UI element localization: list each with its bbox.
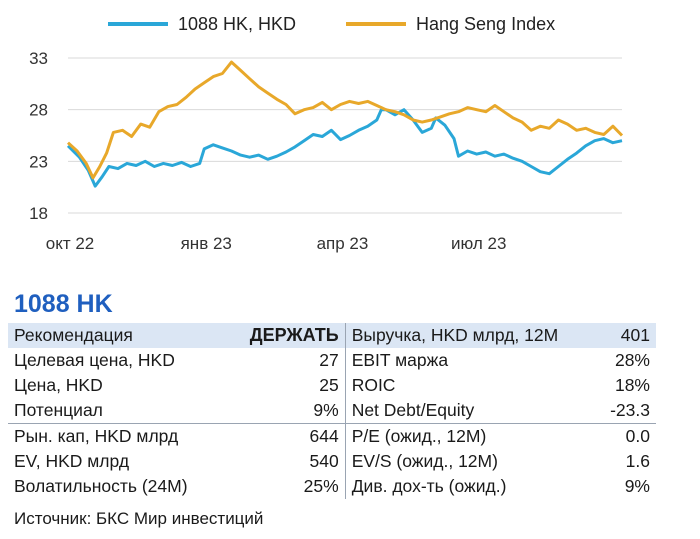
metric-value: 9% xyxy=(313,400,339,420)
metric-label: Волатильность (24M) xyxy=(14,476,188,496)
metric-value: 9% xyxy=(624,476,650,496)
metric-label: Net Debt/Equity xyxy=(344,398,580,424)
metric-label: ROIC xyxy=(344,373,580,398)
table-row: Потенциал 9% Net Debt/Equity -23.3 xyxy=(8,398,656,424)
metrics-table: Рекомендация ДЕРЖАТЬ Выручка, HKD млрд, 12… xyxy=(8,323,656,499)
metric-value: 25 xyxy=(319,375,339,395)
legend-label: 1088 HK, HKD xyxy=(178,14,296,34)
metric-value: ДЕРЖАТЬ xyxy=(223,323,346,348)
metric-label: P/E (ожид., 12M) xyxy=(344,423,580,449)
metric-label: Цена, HKD xyxy=(14,375,103,395)
metric-value: 540 xyxy=(309,451,339,471)
x-tick-label: окт 22 xyxy=(46,234,95,253)
legend-label: Hang Seng Index xyxy=(416,14,555,34)
metric-value: 25% xyxy=(303,476,339,496)
metric-label: Потенциал xyxy=(14,400,103,420)
table-row: EV, HKD млрд 540 EV/S (ожид., 12M) 1.6 xyxy=(8,449,656,474)
y-tick-label: 33 xyxy=(29,49,48,68)
table-row: Волатильность (24M) 25% Див. дох-ть (ожид.… xyxy=(8,474,656,499)
metric-label: Див. дох-ть (ожид.) xyxy=(344,474,580,499)
metric-label: EV/S (ожид., 12M) xyxy=(344,449,580,474)
metric-value: 401 xyxy=(579,323,656,348)
metric-label: Рын. кап, HKD млрд xyxy=(8,423,224,449)
y-tick-label: 18 xyxy=(29,204,48,223)
source-note: Источник: БКС Мир инвестиций xyxy=(14,509,264,528)
metric-value: 0.0 xyxy=(579,423,656,449)
x-tick-label: апр 23 xyxy=(317,234,369,253)
x-tick-label: июл 23 xyxy=(451,234,506,253)
metric-label: EBIT маржа xyxy=(344,348,580,373)
metric-value: 28% xyxy=(614,350,650,370)
y-tick-label: 23 xyxy=(29,152,48,171)
metric-label: Целевая цена, HKD xyxy=(14,350,175,370)
table-row: Цена, HKD 25 ROIC 18% xyxy=(8,373,656,398)
table-row: Целевая цена, HKD 27 EBIT маржа 28% xyxy=(8,348,656,373)
table-row: Рын. кап, HKD млрд 644 P/E (ожид., 12M) 0.0 xyxy=(8,423,656,449)
table-row: Рекомендация ДЕРЖАТЬ Выручка, HKD млрд, 12… xyxy=(8,323,656,348)
metric-value: -23.3 xyxy=(610,400,650,420)
metric-label: Рекомендация xyxy=(8,323,224,348)
metric-value: 644 xyxy=(223,423,346,449)
metric-value: 27 xyxy=(319,350,339,370)
metric-value: 1.6 xyxy=(625,451,650,471)
metric-value: 18% xyxy=(614,375,650,395)
ticker-title: 1088 HK xyxy=(14,290,113,318)
series-line xyxy=(66,108,623,188)
series-line xyxy=(66,60,624,180)
metric-label: EV, HKD млрд xyxy=(14,451,130,471)
metric-label: Выручка, HKD млрд, 12M xyxy=(344,323,580,348)
x-tick-label: янв 23 xyxy=(181,234,232,253)
y-tick-label: 28 xyxy=(29,101,48,120)
price-chart: 18 23 28 33 окт 22 янв 23 апр 23 июл 23 1088 HK,… xyxy=(29,14,624,253)
